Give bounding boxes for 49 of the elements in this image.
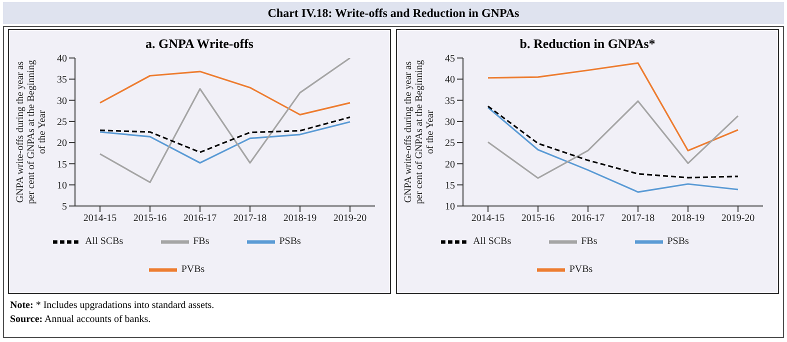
- x-tick-label: 2019-20: [333, 213, 367, 224]
- line-series: [99, 70, 351, 116]
- x-tick-label: 2017-18: [621, 213, 655, 224]
- y-tick-label: 40: [57, 54, 67, 65]
- legend-label: All SCBs: [473, 236, 512, 248]
- x-tick-label: 2014-15: [83, 213, 117, 224]
- legend-label: PSBs: [667, 236, 689, 248]
- y-tick-label: 5: [62, 202, 67, 213]
- x-tick-label: 2017-18: [233, 213, 267, 224]
- y-tick-label: 25: [445, 138, 455, 150]
- x-tick-label: 2016-17: [571, 213, 605, 224]
- y-axis-title: GNPA write-offs during the year as per cent of GNPAs at the Beginning of the Year: [15, 60, 48, 204]
- y-tick-label: 10: [445, 202, 455, 213]
- y-tick-label: 35: [57, 74, 67, 86]
- y-tick-label: 35: [445, 96, 455, 107]
- x-tick-label: 2018-19: [671, 213, 705, 224]
- legend-label: FBs: [193, 236, 210, 248]
- y-tick-label: 20: [57, 138, 67, 150]
- x-tick-label: 2014-15: [471, 213, 505, 224]
- x-tick-label: 2016-17: [183, 213, 217, 224]
- line-series: [99, 116, 351, 154]
- legend-label: PSBs: [279, 236, 301, 248]
- y-tick-label: 30: [445, 116, 455, 128]
- x-tick-label: 2015-16: [133, 213, 167, 224]
- y-tick-label: 40: [445, 74, 455, 86]
- legend-label: All SCBs: [85, 236, 124, 248]
- y-tick-label: 15: [57, 159, 67, 170]
- y-tick-label: 20: [445, 159, 455, 170]
- y-tick-label: 10: [57, 180, 67, 192]
- text: Chart IV.18: Write-offs and Reduction in GNPAs: [268, 6, 520, 20]
- chart-title: b. Reduction in GNPAs*: [518, 36, 656, 52]
- y-axis-title: GNPA write-offs during the year as per cent of GNPAs at the Beginning of the Year: [403, 60, 436, 204]
- y-tick-label: 15: [445, 180, 455, 192]
- line-series: [487, 62, 739, 152]
- chart-title: a. GNPA Write-offs: [144, 36, 254, 52]
- source-note: Source: Annual accounts of banks.: [10, 313, 152, 327]
- x-tick-label: 2018-19: [283, 213, 317, 224]
- text: Note: * Includes upgradations into standard assets.: [10, 299, 214, 313]
- legend-label: PVBs: [181, 264, 205, 276]
- line-series: [487, 106, 739, 193]
- x-tick-label: 2019-20: [721, 213, 755, 224]
- line-series: [99, 58, 351, 184]
- y-tick-label: 30: [57, 96, 67, 107]
- y-tick-label: 45: [445, 54, 455, 65]
- legend-label: FBs: [581, 236, 598, 248]
- y-tick-label: 25: [57, 116, 67, 128]
- x-tick-label: 2015-16: [521, 213, 555, 224]
- legend-label: PVBs: [569, 264, 593, 276]
- line-series: [99, 121, 351, 164]
